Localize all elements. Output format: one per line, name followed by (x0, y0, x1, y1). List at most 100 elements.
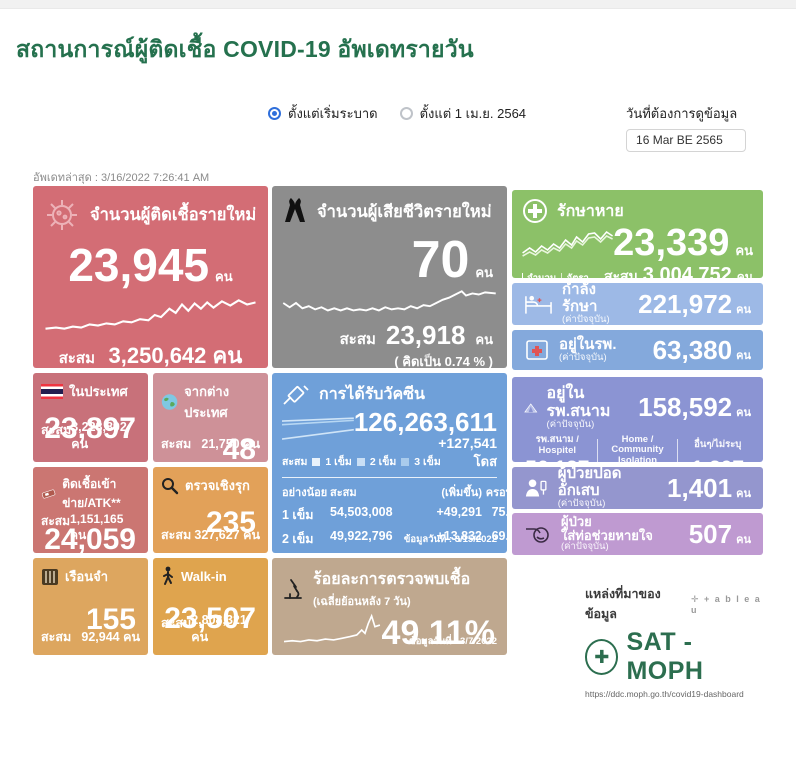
field-hospital-header: อยู่ในรพ.สนาม (ค่าปัจจุบัน) 158,592 คน (512, 377, 763, 431)
dose1-increase: +49,291 (436, 505, 482, 519)
divider (282, 477, 497, 478)
new-cases-title: จำนวนผู้ติดเชื้อรายใหม่ (90, 206, 257, 224)
radio-unselected-icon[interactable] (399, 107, 413, 120)
positive-rate-value: 49.11% (381, 614, 495, 652)
card-domestic: ในประเทศ 23,897 สะสม 3,228,892 คน (33, 373, 148, 462)
new-cases-value: 23,945 คน (33, 238, 268, 292)
col-header-increase: (เพิ่มขึ้น) (441, 487, 482, 499)
legend-count-label: จำนวน (527, 271, 556, 278)
dose-unit-label: โดส (473, 454, 497, 469)
ventilator-title-line1: ผู้ป่วย (561, 514, 592, 530)
dose1-label: 1 เข็ม (282, 508, 314, 522)
dose2-legend: 2 เข็ม (369, 456, 397, 468)
vaccine-sparkline (282, 417, 354, 440)
vaccine-table: อย่างน้อย สะสม (เพิ่มขึ้น) ครอบคลุม 1 เข… (272, 483, 507, 553)
new-cases-cumulative: สะสม 3,250,642 คน (33, 338, 268, 368)
new-cases-number: 23,945 (68, 239, 210, 291)
dose2-swatch (356, 457, 365, 466)
source-label: แหล่งที่มาของข้อมูล (585, 587, 661, 621)
prison-cum-value: 92,944 คน (81, 630, 140, 644)
syringe-icon (283, 384, 309, 405)
dashboard-url-link[interactable]: https://ddc.moph.go.th/covid19-dashboard (585, 689, 744, 699)
new-deaths-number: 70 (411, 231, 470, 289)
recovered-number: 23,339 (613, 222, 730, 264)
date-picker-input[interactable]: 16 Mar BE 2565 (626, 129, 747, 152)
radio-since-april-label: ตั้งแต่ 1 เม.ย. 2564 (419, 106, 527, 121)
field-hospital-title: อยู่ในรพ.สนาม (546, 385, 611, 420)
new-cases-unit: คน (215, 269, 233, 284)
card-atk: ติดเชื้อเข้าข่าย/ATK** 24,059 สะสม 1,151… (33, 467, 148, 553)
ventilator-icon (526, 527, 549, 543)
pneumonia-title: ผู้ป่วยปอดอักเสบ (557, 467, 622, 499)
ventilator-title-line2: ใส่ท่อช่วยหายใจ (561, 527, 653, 543)
atk-cum-value: 1,151,165 คน (70, 512, 124, 542)
dose2-cumulative: 49,922,796 (330, 529, 393, 543)
radio-since-outbreak[interactable]: ตั้งแต่เริ่มระบาด (268, 103, 378, 124)
tent-icon (524, 403, 538, 413)
in-hospital-number: 63,380 (652, 334, 733, 365)
vaccine-legend: สะสม 1 เข็ม 2 เข็ม 3 เข็ม โดส (272, 451, 507, 472)
radio-selected-icon[interactable] (268, 107, 281, 120)
abroad-cum-value: 21,750 คน (201, 437, 260, 451)
legend-rate-label: อัตรารักษาหาย (566, 271, 588, 278)
positive-rate-subtitle: (เฉลี่ยย้อนหลัง 7 วัน) (313, 596, 411, 608)
ventilator-number: 507 (688, 518, 733, 549)
card-prison: เรือนจำ 155 สะสม 92,944 คน (33, 558, 148, 655)
field-hospital-breakdown: รพ.สนาม / Hospitel 56,127 Home / Communi… (512, 433, 763, 462)
radio-since-april[interactable]: ตั้งแต่ 1 เม.ย. 2564 (399, 103, 527, 124)
vaccine-delta: +127,541 (438, 435, 497, 451)
positive-rate-title: ร้อยละการตรวจพบเชื้อ (313, 571, 471, 588)
hospitel-value: 56,127 (520, 457, 595, 462)
ribbon-icon (285, 198, 305, 222)
card-new-deaths: จำนวนผู้เสียชีวิตรายใหม่ 70 คน สะสม 23,91… (272, 186, 507, 368)
positive-rate-titles: ร้อยละการตรวจพบเชื้อ (เฉลี่ยย้อนหลัง 7 ว… (313, 567, 470, 610)
walkin-title: Walk-in (181, 568, 227, 584)
recovered-value: 23,339 คน (613, 224, 753, 262)
treating-value: 221,972 คน (638, 289, 751, 320)
abroad-value: 48 (222, 433, 256, 462)
vaccine-top: 126,263,611 +127,541 (272, 407, 507, 451)
pneumonia-unit: คน (736, 487, 751, 500)
new-deaths-sparkline (282, 290, 496, 312)
abroad-title: จากต่างประเทศ (184, 384, 230, 420)
home-isolation-label: Home / Community Isolation (611, 433, 664, 462)
dose1-cumulative: 54,503,008 (330, 505, 393, 519)
new-cases-sparkline (45, 299, 256, 330)
card-ventilator: ผู้ป่วย ใส่ท่อช่วยหายใจ (ค่าปัจจุบัน) 50… (512, 513, 763, 555)
card-proactive: ตรวจเชิงรุก 235 สะสม 327,627 คน (153, 467, 268, 553)
card-in-hospital: อยู่ในรพ. (ค่าปัจจุบัน) 63,380 คน (512, 330, 763, 370)
col-header-coverage: ครอบคลุม (485, 487, 507, 499)
dose3-legend: 3 เข็ม (414, 456, 441, 468)
treating-unit: คน (736, 303, 751, 316)
abroad-cumulative: สะสม 21,750 คน (161, 434, 260, 454)
in-hospital-value: 63,380 คน (653, 335, 751, 366)
in-hospital-titles: อยู่ในรพ. (ค่าปัจจุบัน) (559, 336, 617, 364)
last-updated-text: อัพเดทล่าสุด : 3/16/2022 7:26:41 AM (33, 172, 210, 184)
new-cases-cum-label: สะสม (58, 350, 95, 367)
other-value: 1,207 (680, 457, 755, 462)
field-hospital-value: 158,592 คน (638, 392, 751, 423)
in-hospital-unit: คน (736, 349, 751, 362)
breakdown-hospitel: รพ.สนาม / Hospitel 56,127 (520, 434, 595, 462)
card-positive-rate: ร้อยละการตรวจพบเชื้อ (เฉลี่ยย้อนหลัง 7 ว… (272, 558, 507, 655)
page-title: สถานการณ์ผู้ติดเชื้อ COVID-19 อัพเดทรายว… (16, 36, 474, 62)
new-deaths-cum-unit: คน (475, 332, 493, 347)
prison-cumulative: สะสม 92,944 คน (41, 627, 140, 647)
medical-cross-icon (523, 199, 547, 223)
tableau-logo: ✛ + a b l e a u (691, 593, 762, 615)
field-hospital-subtitle: (ค่าปัจจุบัน) (546, 419, 595, 431)
pneumonia-subtitle: (ค่าปัจจุบัน) (557, 498, 606, 509)
atk-value: 24,059 (44, 523, 136, 553)
prison-value: 155 (85, 603, 136, 636)
top-strip (0, 0, 796, 9)
field-hospital-titles: อยู่ในรพ.สนาม (ค่าปัจจุบัน) (547, 385, 630, 431)
card-walkin: Walk-in 23,507 สะสม 2,808,321 คน (153, 558, 268, 655)
radio-since-outbreak-label: ตั้งแต่เริ่มระบาด (288, 106, 378, 121)
thai-flag-icon (41, 384, 63, 399)
date-picker-group: วันที่ต้องการดูข้อมูล 16 Mar BE 2565 (626, 103, 747, 152)
vaccine-data-date: ข้อมูลวันที่ : 3/15/2022 (403, 534, 497, 545)
treating-title: กำลังรักษา (561, 283, 598, 315)
card-pneumonia: ผู้ป่วยปอดอักเสบ (ค่าปัจจุบัน) 1,401 คน (512, 467, 763, 509)
vaccine-total: 126,263,611 (353, 407, 497, 437)
proactive-cum-label: สะสม (161, 528, 192, 542)
